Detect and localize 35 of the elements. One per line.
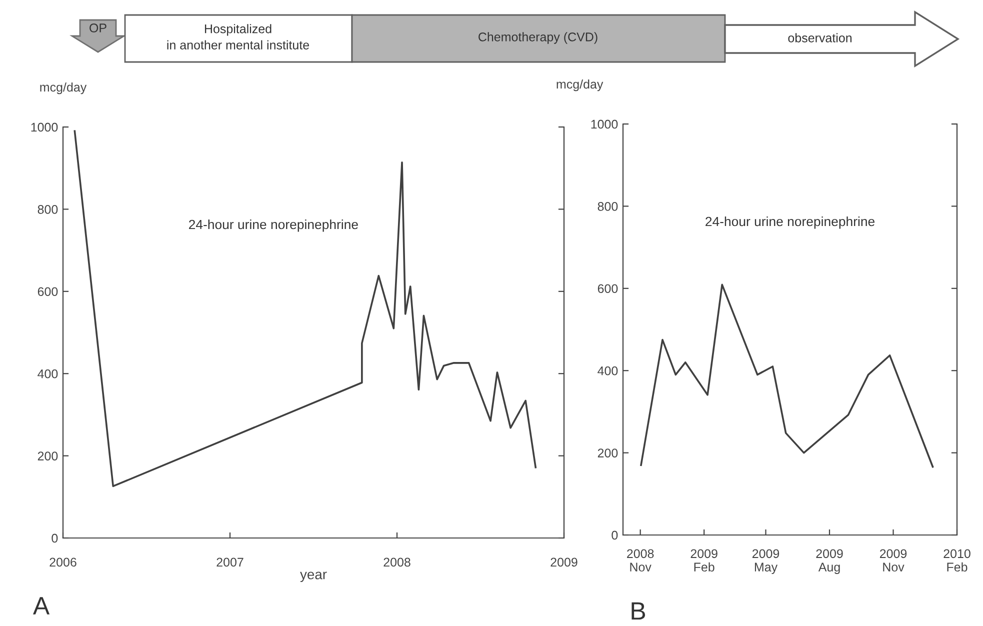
x-tick-label: 2009 Feb bbox=[690, 549, 718, 572]
x-tick-label: 2007 bbox=[216, 558, 244, 567]
annotation: 24-hour urine norepinephrine bbox=[189, 219, 358, 232]
y-axis-title: mcg/day bbox=[556, 79, 604, 92]
y-tick-label: 1000 bbox=[31, 122, 58, 132]
x-tick-label: 2008 Nov bbox=[627, 549, 654, 572]
text: Hospitalized in another mental institute bbox=[167, 24, 310, 50]
text: Chemotherapy (CVD) bbox=[478, 32, 598, 44]
x-tick-label: 2009 Nov bbox=[880, 549, 907, 572]
y-tick-label: 800 bbox=[38, 205, 58, 214]
y-tick-label: 800 bbox=[598, 202, 618, 211]
y-tick-label: 1000 bbox=[591, 120, 618, 129]
x-tick-label: 2008 bbox=[384, 558, 410, 567]
y-tick-label: 200 bbox=[38, 452, 58, 460]
x-tick-label: 2009 bbox=[550, 558, 578, 567]
y-tick-label: 0 bbox=[52, 534, 58, 543]
text: A bbox=[32, 597, 50, 614]
y-tick-label: 200 bbox=[598, 448, 618, 458]
x-tick-label: 2006 bbox=[50, 558, 76, 567]
y-tick-label: 0 bbox=[612, 530, 618, 540]
y-tick-label: 400 bbox=[598, 366, 618, 376]
y-tick-label: 600 bbox=[38, 287, 58, 296]
x-tick-label: 2009 May bbox=[752, 549, 780, 574]
text: OP bbox=[90, 24, 106, 32]
y-tick-label: 600 bbox=[598, 284, 618, 294]
x-axis-title: year bbox=[300, 572, 327, 582]
text: B bbox=[632, 602, 646, 620]
y-tick-label: 400 bbox=[38, 369, 58, 378]
text: observation bbox=[788, 33, 852, 42]
y-axis-title: mcg/day bbox=[40, 82, 87, 94]
line-series bbox=[640, 284, 934, 468]
line-series bbox=[74, 130, 537, 488]
x-tick-label: 2010 Feb bbox=[944, 549, 970, 572]
x-tick-label: 2009 Aug bbox=[816, 549, 843, 574]
annotation: 24-hour urine norepinephrine bbox=[706, 216, 875, 229]
